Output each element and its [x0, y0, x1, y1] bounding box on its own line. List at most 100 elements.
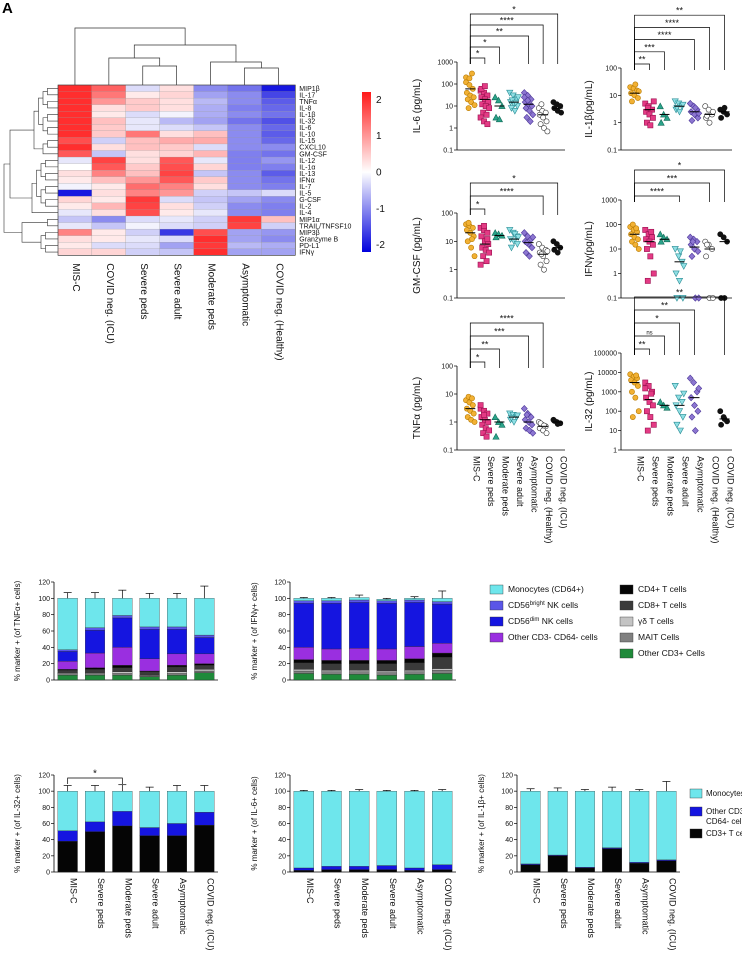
data-point — [679, 414, 687, 421]
heatmap-cell — [91, 117, 126, 125]
significance-label: ns — [646, 331, 652, 337]
y-tick-label: 20 — [278, 661, 286, 668]
heatmap-cell — [159, 189, 194, 197]
data-point — [718, 421, 724, 428]
data-point — [529, 111, 537, 119]
y-tick-label: 20 — [505, 853, 513, 860]
data-point — [492, 432, 500, 440]
y-tick-label: 0.1 — [607, 148, 617, 155]
bar-segment — [376, 674, 397, 681]
data-point — [520, 229, 528, 237]
data-point — [470, 94, 477, 101]
heatmap-cell — [261, 117, 296, 125]
heatmap-cell — [57, 242, 93, 250]
bar-segment — [194, 637, 215, 655]
heatmap-cell — [227, 91, 262, 99]
heatmap-cell — [91, 111, 126, 119]
data-point — [647, 122, 654, 129]
data-point — [642, 227, 649, 233]
legend-label: Monocytes — [706, 789, 742, 798]
y-tick-label: 100000 — [594, 351, 617, 358]
dendrogram-link — [45, 160, 58, 168]
heatmap-column-label: Moderate peds — [206, 263, 217, 330]
legend-label-text: CD56 — [508, 600, 530, 610]
bar-segment — [57, 598, 78, 650]
y-tick-label: 0.1 — [443, 448, 453, 455]
data-point — [702, 103, 709, 110]
heatmap-cell — [125, 104, 160, 112]
heatmap-cell — [227, 228, 262, 236]
heatmap-cell — [57, 163, 93, 171]
bar-segment — [139, 671, 160, 676]
dendrogram-link — [9, 129, 34, 199]
heatmap-cell — [125, 163, 160, 171]
heatmap-cell — [261, 176, 296, 184]
data-point — [680, 263, 688, 270]
y-axis-label: IL-32 (pg/mL) — [584, 371, 595, 431]
dendrogram-link — [38, 97, 43, 125]
data-point — [529, 429, 537, 437]
heatmap-row-label: IL-7 — [299, 184, 311, 191]
heatmap-cell — [91, 228, 126, 236]
bar-segment — [574, 791, 595, 868]
colorbar — [362, 92, 371, 252]
data-point — [492, 113, 500, 121]
data-point — [553, 241, 560, 247]
heatmap-cell — [159, 215, 194, 223]
y-axis-label: GM-CSF (pg/mL) — [412, 217, 423, 294]
heatmap-cell — [227, 248, 262, 256]
data-point — [469, 402, 476, 409]
bar-segment — [139, 676, 160, 681]
y-tick-label: 100 — [38, 789, 50, 796]
heatmap-cell — [57, 228, 93, 236]
heatmap-cell — [261, 150, 296, 158]
significance-label: * — [512, 174, 516, 184]
bar-segment — [376, 791, 397, 866]
data-point — [477, 402, 484, 409]
bar-segment — [574, 867, 595, 873]
y-tick-label: 40 — [278, 837, 286, 844]
bar-segment — [321, 670, 342, 672]
legend-swatch — [619, 616, 634, 627]
heatmap-cell — [57, 130, 93, 138]
bar-segment — [404, 671, 425, 675]
x-category-label: MIS-C — [305, 878, 315, 904]
data-point — [688, 413, 696, 421]
heatmap-row-label: IL-1β — [299, 112, 315, 119]
dendrogram-link — [42, 143, 58, 155]
data-point — [522, 248, 530, 257]
heatmap-cell — [193, 222, 228, 230]
data-point — [633, 225, 640, 232]
data-point — [526, 117, 534, 126]
data-point — [471, 253, 478, 260]
heatmap-row-label: IL-15 — [299, 138, 315, 145]
y-tick-label: 80 — [42, 612, 50, 619]
data-point — [492, 233, 500, 241]
legend-swatch — [689, 806, 703, 817]
column-dendrogram — [74, 27, 279, 85]
heatmap-cell — [57, 84, 93, 92]
x-group-label: COVID neg. (ICU) — [559, 456, 569, 529]
data-point — [710, 108, 716, 115]
y-tick-label: 1 — [613, 448, 617, 455]
colorbar-tick-label: 0 — [376, 168, 382, 179]
bar-segment — [112, 825, 133, 873]
heatmap-row-label: MIP1β — [299, 86, 319, 93]
significance-label: *** — [644, 42, 655, 52]
heatmap-cell — [125, 156, 160, 164]
bar-segment — [376, 648, 397, 661]
x-category-label: Moderate peds — [360, 878, 370, 939]
bar-segment — [194, 669, 215, 672]
dendrogram-link — [47, 87, 58, 96]
data-point — [635, 88, 642, 95]
data-point — [695, 384, 703, 393]
dendrogram-link — [47, 218, 58, 227]
data-point — [676, 248, 684, 256]
bar-segment — [85, 791, 105, 823]
data-point — [524, 96, 532, 105]
data-point — [650, 421, 657, 428]
data-point — [483, 258, 490, 265]
bar-segment — [112, 791, 133, 812]
data-point — [643, 394, 649, 401]
